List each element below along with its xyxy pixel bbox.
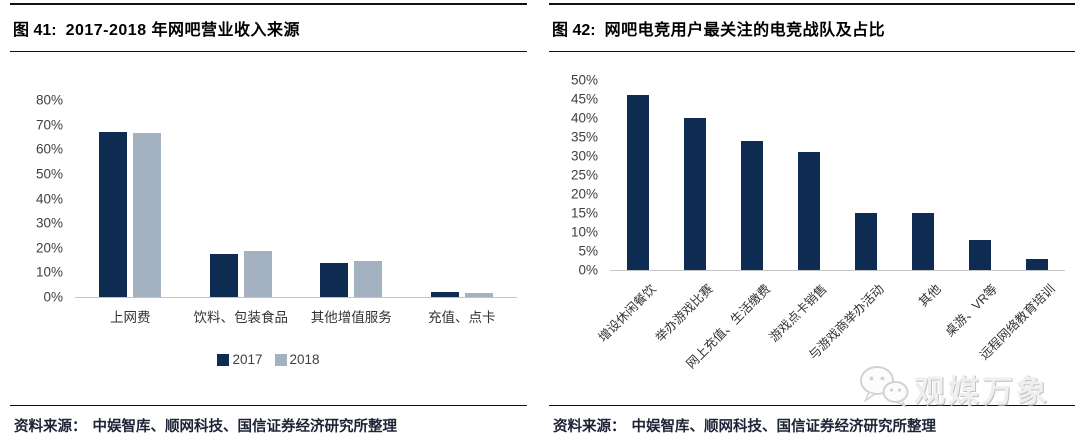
y-tick-label: 30% bbox=[570, 148, 598, 164]
bar bbox=[911, 213, 934, 270]
bar-chart-esports-attention: 0% 5% 10% 15% 20% 25% 30% 35% 40% 45% 50% 增设休闲餐饮 举办… bbox=[571, 73, 1065, 371]
legend-item: 2017 bbox=[217, 352, 263, 367]
figure-number-label: 图 41: bbox=[13, 22, 57, 39]
figure-title: 网吧电竞用户最关注的电竞战队及占比 bbox=[604, 22, 886, 39]
source-text: 中娱智库、顺网科技、国信证券经济研究所整理 bbox=[92, 419, 398, 435]
bar bbox=[741, 140, 764, 270]
bar bbox=[354, 261, 383, 297]
bar bbox=[133, 133, 162, 297]
x-tick-label: 上网费 bbox=[110, 310, 151, 325]
bar bbox=[1025, 258, 1048, 270]
x-tick-label: 其他增值服务 bbox=[310, 310, 392, 325]
y-tick-label: 60% bbox=[35, 141, 63, 157]
y-tick-label: 80% bbox=[35, 92, 63, 108]
source-text: 中娱智库、顺网科技、国信证券经济研究所整理 bbox=[631, 419, 937, 435]
y-tick-label: 15% bbox=[570, 205, 598, 221]
source-footer: 资料来源： 中娱智库、顺网科技、国信证券经济研究所整理 bbox=[10, 405, 527, 436]
legend-label: 2018 bbox=[289, 352, 320, 367]
figure-panel-42: 图 42: 网吧电竞用户最关注的电竞战队及占比 0% 5% 10% 15% 20% 25%… bbox=[549, 3, 1075, 444]
y-tick-label: 50% bbox=[570, 72, 598, 88]
y-tick-label: 40% bbox=[570, 110, 598, 126]
y-tick-label: 35% bbox=[570, 129, 598, 145]
bar bbox=[627, 95, 650, 270]
bar bbox=[798, 152, 821, 270]
source-label: 资料来源： bbox=[553, 419, 626, 435]
legend-swatch bbox=[274, 353, 287, 366]
bar bbox=[99, 132, 128, 297]
source-line: 资料来源： 中娱智库、顺网科技、国信证券经济研究所整理 bbox=[553, 415, 1071, 436]
y-tick-label: 40% bbox=[35, 191, 63, 206]
y-tick-label: 20% bbox=[570, 186, 598, 202]
bar bbox=[968, 239, 991, 270]
bar bbox=[684, 118, 707, 270]
legend-item: 2018 bbox=[274, 352, 320, 367]
y-tick-label: 0% bbox=[43, 289, 63, 305]
y-tick-label: 0% bbox=[578, 262, 598, 278]
y-tick-label: 50% bbox=[35, 166, 63, 182]
bar bbox=[854, 213, 877, 270]
bar bbox=[320, 262, 349, 297]
source-line: 资料来源： 中娱智库、顺网科技、国信证券经济研究所整理 bbox=[14, 415, 523, 436]
y-tick-label: 20% bbox=[35, 240, 63, 256]
x-tick-label: 充值、点卡 bbox=[428, 310, 496, 325]
bar bbox=[243, 251, 272, 297]
y-axis-tick-labels: 0% 10% 20% 30% 40% 50% 60% 70% 80% bbox=[17, 93, 63, 305]
y-tick-label: 70% bbox=[35, 117, 63, 133]
source-label: 资料来源： bbox=[14, 419, 87, 435]
legend-swatch bbox=[217, 353, 230, 366]
y-tick-label: 10% bbox=[570, 224, 598, 240]
source-footer: 资料来源： 中娱智库、顺网科技、国信证券经济研究所整理 bbox=[549, 405, 1075, 436]
y-axis-tick-labels: 0% 5% 10% 15% 20% 25% 30% 35% 40% 45% 50% bbox=[552, 73, 598, 278]
x-tick-label: 饮料、包装食品 bbox=[193, 310, 289, 325]
bar bbox=[209, 253, 238, 297]
y-tick-label: 45% bbox=[570, 91, 598, 107]
figure-number-label: 图 42: bbox=[552, 22, 596, 39]
y-tick-label: 5% bbox=[578, 243, 598, 259]
bar-chart-revenue-sources: 0% 10% 20% 30% 40% 50% 60% 70% 80% 上网费 饮料、包装食品 其他增… bbox=[36, 93, 517, 325]
y-tick-label: 30% bbox=[35, 215, 63, 231]
y-tick-label: 10% bbox=[35, 264, 63, 280]
chart-legend: 2017 2018 bbox=[10, 352, 527, 367]
legend-label: 2017 bbox=[232, 352, 263, 367]
figure-title: 2017-2018 年网吧营业收入来源 bbox=[65, 22, 301, 39]
figure-panel-41: 图 41: 2017-2018 年网吧营业收入来源 0% 10% 20% 30% 40%… bbox=[10, 3, 527, 444]
bar bbox=[464, 293, 493, 297]
figure-title-bar: 图 42: 网吧电竞用户最关注的电竞战队及占比 bbox=[549, 3, 1075, 52]
bar bbox=[430, 292, 459, 297]
figure-title-bar: 图 41: 2017-2018 年网吧营业收入来源 bbox=[10, 3, 527, 52]
y-tick-label: 25% bbox=[570, 167, 598, 183]
